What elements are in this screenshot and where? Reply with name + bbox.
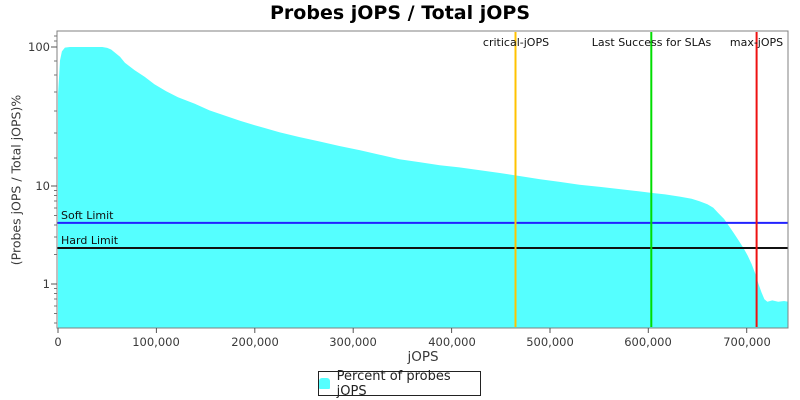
x-tick-label-400000: 400,000 [428, 335, 476, 349]
area-series-percent-of-probes-jops [58, 47, 789, 328]
hard-limit-label: Hard Limit [61, 234, 119, 247]
y-tick-label-100: 100 [28, 40, 50, 54]
x-tick-label-200000: 200,000 [231, 335, 279, 349]
x-tick-label-300000: 300,000 [329, 335, 377, 349]
legend-swatch-icon [319, 378, 330, 389]
y-axis-title: (Probes jOPS / Total jOPS)% [8, 94, 24, 266]
y-tick-label-10: 10 [35, 179, 50, 193]
x-axis-title: jOPS [407, 349, 439, 365]
critical-jops-label: critical-jOPS [482, 36, 550, 49]
legend-series-label: Percent of probes jOPS [336, 368, 451, 399]
soft-limit-label: Soft Limit [61, 209, 114, 222]
x-tick-label-500000: 500,000 [526, 335, 574, 349]
x-tick-label-700000: 700,000 [723, 335, 771, 349]
x-tick-label-0: 0 [54, 335, 62, 349]
last-success-for-slas-label: Last Success for SLAs [591, 36, 712, 49]
x-tick-label-100000: 100,000 [132, 335, 180, 349]
max-jops-label: max-jOPS [729, 36, 784, 49]
plot-border [56, 30, 789, 329]
x-tick-label-600000: 600,000 [624, 335, 672, 349]
y-tick-label-1: 1 [42, 277, 50, 291]
legend-box: Percent of probes jOPS [318, 368, 481, 399]
chart-title: Probes jOPS / Total jOPS [270, 2, 530, 24]
plot-canvas [51, 30, 789, 333]
